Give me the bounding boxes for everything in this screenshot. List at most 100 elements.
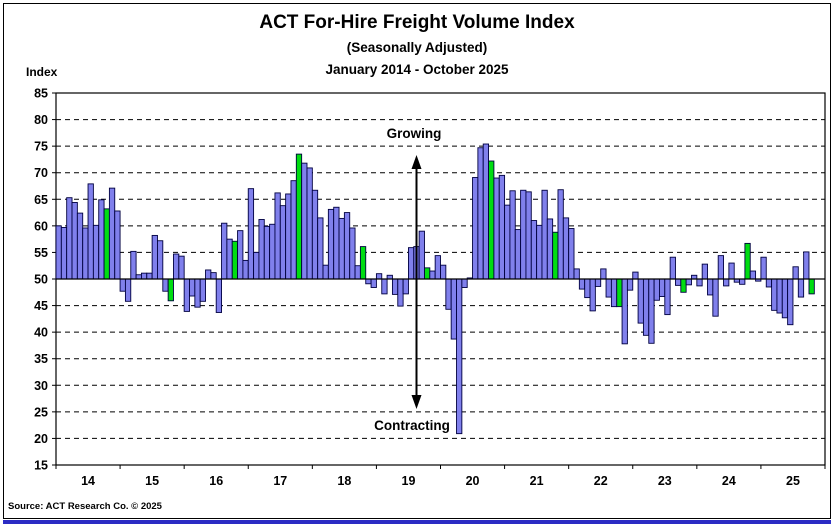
bar-2018-03 [322, 264, 329, 280]
chart-subtitle: (Seasonally Adjusted) [346, 40, 488, 55]
bar-2024-05 [717, 255, 724, 280]
bar-2018-10 [359, 246, 367, 280]
growing-label: Growing [387, 126, 442, 141]
bar-2023-02 [637, 278, 644, 324]
y-tick-label-45: 45 [34, 299, 48, 313]
bar-2016-03 [194, 278, 201, 308]
bar-2014-10 [103, 208, 110, 280]
x-tick-label-14: 14 [81, 474, 95, 488]
bar-2025-04 [776, 278, 783, 314]
bar-2015-06 [146, 272, 153, 280]
bar-2022-03 [578, 278, 586, 290]
bar-2025-08 [797, 278, 805, 298]
bar-2014-09 [98, 199, 105, 280]
bar-2016-08 [221, 222, 228, 280]
bar-2014-12 [114, 210, 121, 280]
bar-2017-01 [247, 188, 255, 280]
bar-2019-07 [408, 247, 415, 280]
bar-2016-12 [242, 259, 249, 280]
bar-2023-03 [642, 278, 650, 336]
bar-2017-07 [279, 205, 287, 280]
bar-2020-07 [472, 177, 479, 280]
y-tick-label-40: 40 [34, 326, 48, 340]
bar-2024-11 [749, 270, 757, 280]
bar-2025-07 [792, 266, 799, 280]
y-tick-label-55: 55 [34, 246, 48, 260]
y-tick-label-15: 15 [34, 459, 48, 473]
bar-2019-01 [375, 273, 383, 280]
bar-2019-04 [391, 278, 399, 295]
bar-2018-05 [333, 206, 340, 280]
arrow-up-head [411, 155, 422, 169]
x-tick-label-16: 16 [209, 474, 223, 488]
bar-2023-04 [648, 278, 655, 344]
bar-2023-05 [653, 278, 660, 301]
bar-2021-01 [504, 204, 511, 280]
bar-2021-07 [536, 224, 543, 280]
x-tick-label-18: 18 [337, 474, 351, 488]
bar-2017-10 [295, 153, 303, 280]
bar-2023-09 [675, 278, 682, 286]
bar-2015-07 [151, 234, 158, 280]
bar-2022-01 [568, 228, 575, 280]
bar-2024-07 [728, 262, 735, 280]
bar-2015-09 [162, 278, 169, 292]
bar-2018-06 [338, 217, 345, 280]
bar-2015-10 [167, 278, 174, 302]
bar-2020-04 [456, 278, 463, 435]
bar-2023-01 [632, 271, 639, 280]
x-tick-label-24: 24 [722, 474, 736, 488]
bar-2021-10 [552, 231, 559, 280]
bar-2023-06 [659, 278, 666, 297]
y-tick-label-20: 20 [34, 432, 48, 446]
bar-2016-05 [205, 269, 212, 280]
bar-2017-03 [258, 219, 265, 280]
bar-2018-08 [349, 227, 356, 280]
contracting-label: Contracting [374, 418, 450, 433]
x-tick-label-21: 21 [530, 474, 544, 488]
y-tick-label-50: 50 [34, 273, 48, 287]
bar-2021-08 [541, 189, 548, 280]
bar-2024-01 [696, 278, 703, 287]
bar-2024-02 [701, 263, 708, 280]
x-tick-label-20: 20 [466, 474, 480, 488]
bar-2014-08 [92, 224, 100, 280]
bar-2021-11 [557, 189, 564, 280]
bar-2017-09 [290, 180, 297, 280]
bar-2022-04 [584, 278, 591, 299]
bar-2019-05 [397, 278, 404, 307]
bar-2022-07 [600, 268, 607, 280]
bar-2019-10 [424, 267, 431, 280]
bottom-blue-rule [3, 520, 831, 524]
y-tick-label-70: 70 [34, 166, 48, 180]
bar-2015-12 [178, 255, 185, 280]
bar-2022-11 [621, 278, 628, 345]
bar-2017-12 [306, 167, 313, 280]
x-tick-label-17: 17 [273, 474, 287, 488]
bar-2019-11 [429, 270, 436, 280]
bar-2022-02 [573, 268, 580, 280]
bar-2014-11 [108, 187, 116, 280]
bar-2022-05 [589, 278, 596, 312]
bar-2015-03 [130, 250, 137, 280]
bar-2015-11 [173, 253, 180, 280]
bar-2021-05 [525, 191, 532, 280]
bar-2022-08 [605, 278, 612, 298]
outer-frame [3, 3, 831, 519]
bar-2016-10 [231, 240, 239, 280]
bar-2018-02 [317, 217, 324, 280]
bar-2015-04 [135, 274, 142, 280]
bar-2018-11 [365, 278, 372, 285]
bar-2020-10 [488, 160, 495, 280]
bar-2024-10 [744, 242, 751, 280]
bar-2019-12 [434, 255, 441, 280]
bar-2014-06 [82, 227, 89, 280]
bar-2017-04 [263, 225, 271, 280]
arrow-down-head [411, 395, 422, 409]
bar-2022-10 [616, 278, 623, 308]
bar-2021-03 [514, 229, 522, 280]
bar-2014-03 [66, 197, 73, 280]
bar-2014-04 [71, 202, 78, 280]
bar-2015-08 [157, 240, 164, 280]
